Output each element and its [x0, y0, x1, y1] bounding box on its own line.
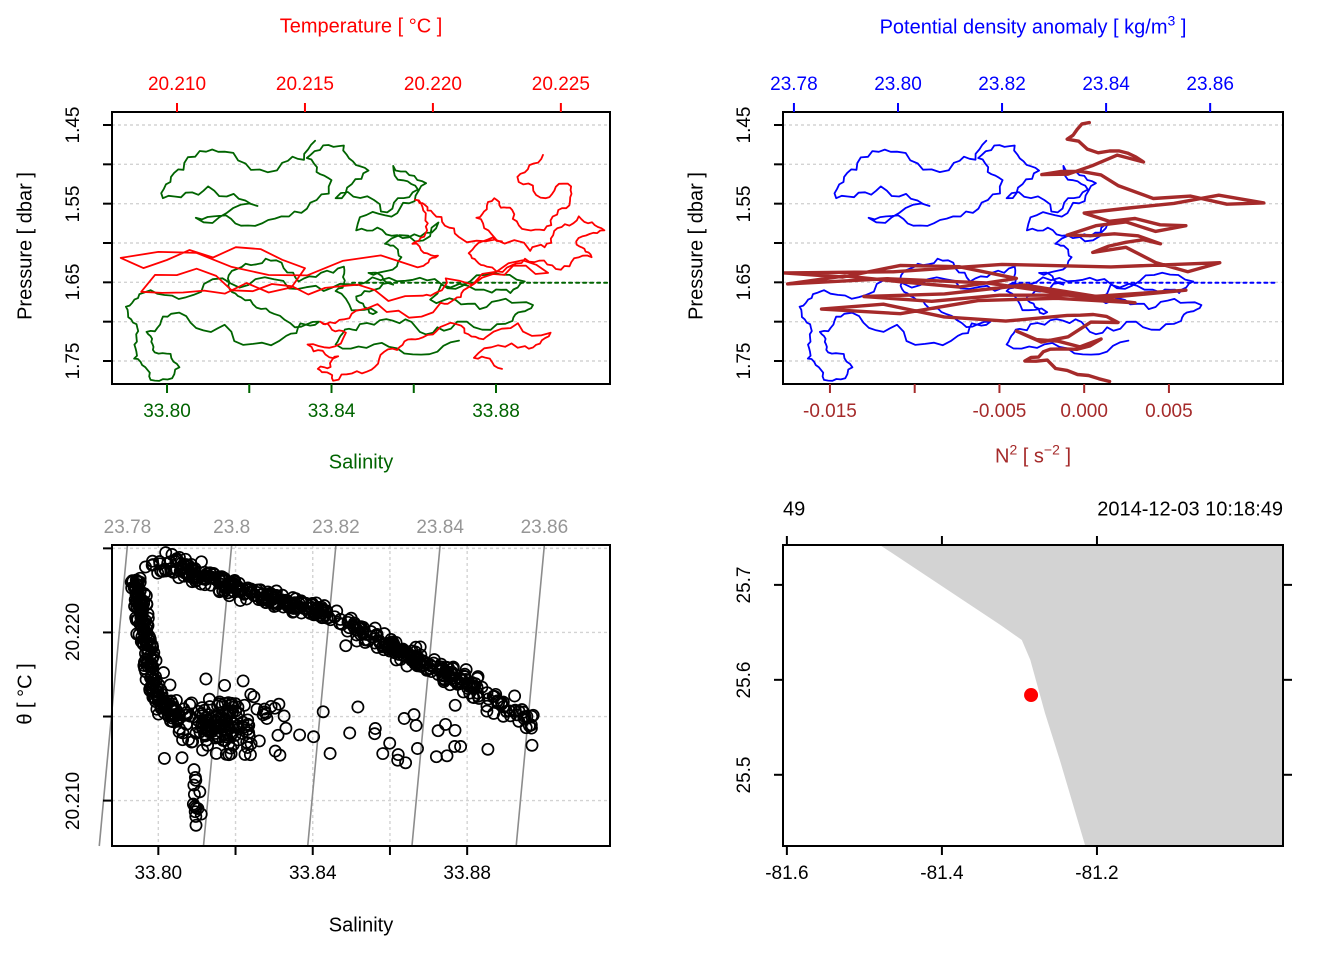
- profile_density_n2-grid: [783, 124, 1283, 362]
- ts-scatter-points: [124, 546, 540, 832]
- series-n2-profile: [782, 120, 1266, 384]
- panel-frame: [782, 111, 1284, 385]
- station-marker: [1024, 688, 1039, 703]
- series-sigma-profile: [798, 139, 1203, 382]
- ts-grid: [112, 545, 610, 846]
- series-salinity-profile: [125, 139, 534, 382]
- profile_density_n2-axes: [774, 103, 1212, 393]
- series-temperature-profile: [119, 153, 606, 382]
- land-polygon: [879, 545, 1283, 846]
- ts-axes: [103, 547, 469, 855]
- map-axes: [774, 536, 1292, 855]
- profile_ts-axes: [103, 103, 562, 393]
- panel-frame: [111, 544, 611, 847]
- panel-frame: [111, 111, 611, 385]
- panel-frame: [782, 544, 1284, 847]
